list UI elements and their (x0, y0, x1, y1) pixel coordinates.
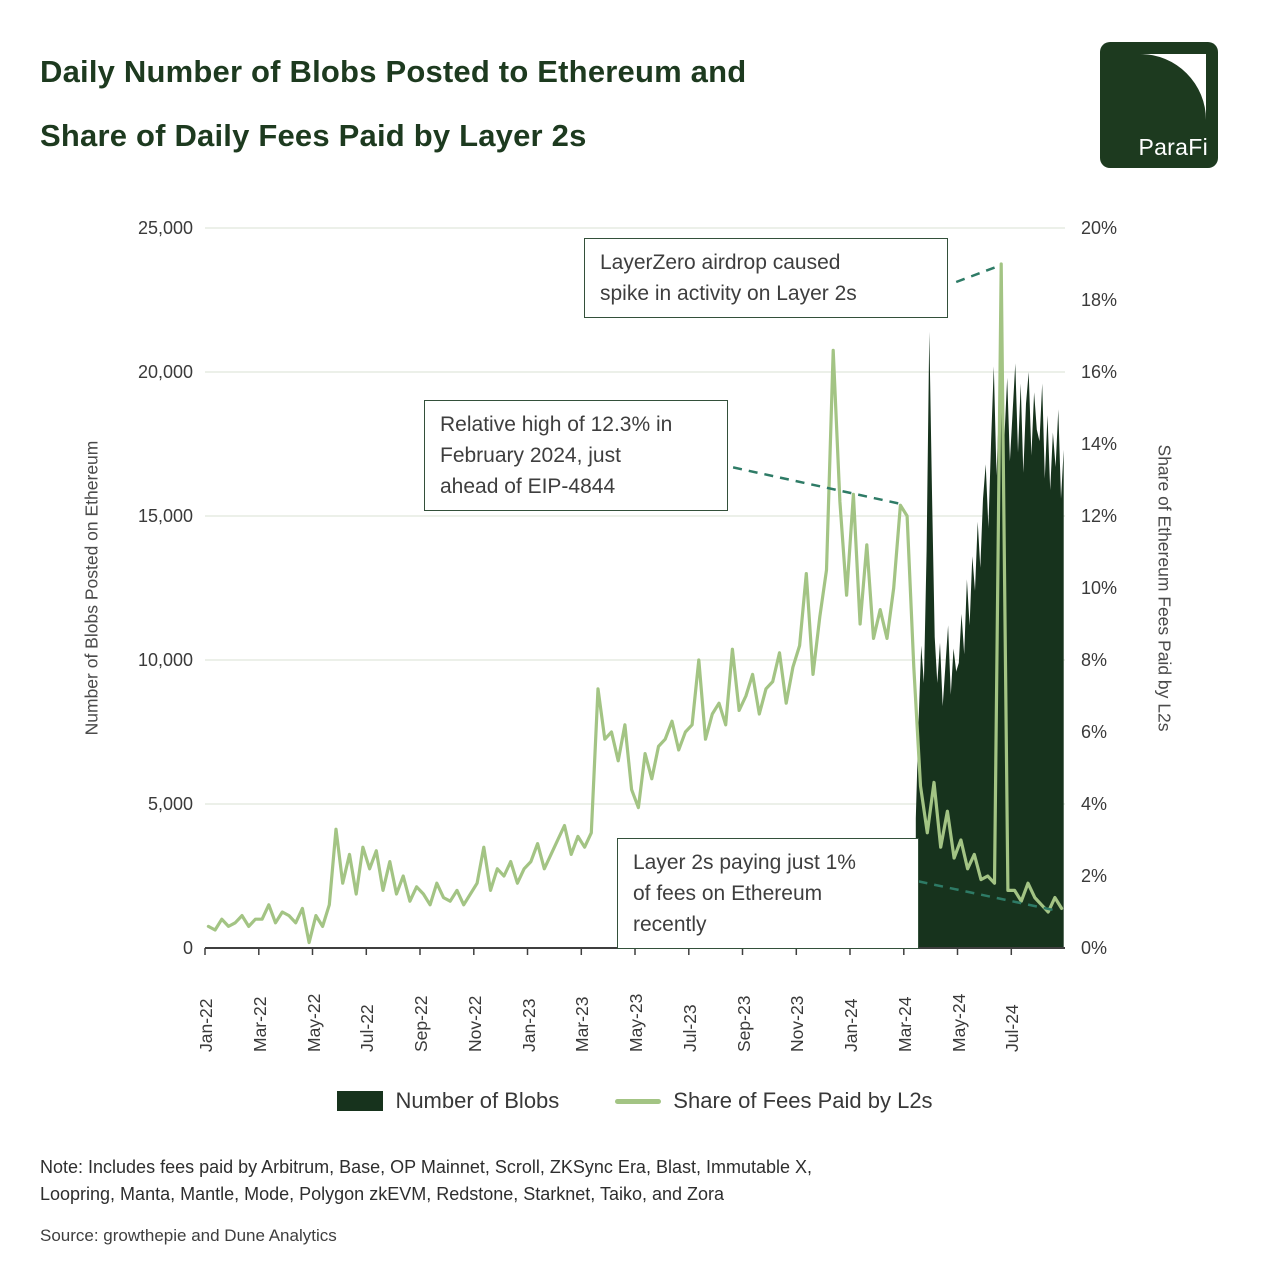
x-axis-tick-label: Nov-22 (464, 995, 485, 1052)
x-axis-tick-label: Jan-23 (518, 998, 539, 1052)
legend-label: Number of Blobs (395, 1088, 560, 1113)
annotation-recent-fees-line3: recently (633, 913, 707, 936)
right-axis-tick-label: 8% (1081, 650, 1108, 670)
fee-share-line-series (206, 262, 1064, 945)
annotation-relative-high: Relative high of 12.3% in February 2024,… (424, 400, 728, 511)
annotation-relative-high-line1: Relative high of 12.3% in (440, 413, 673, 436)
x-axis-tick-label: Mar-23 (572, 996, 593, 1052)
x-axis-tick-label: May-22 (303, 993, 324, 1052)
blobs-area-series (915, 331, 1064, 948)
annotation-layerzero-line2: spike in activity on Layer 2s (600, 282, 857, 305)
right-axis-tick-label: 18% (1081, 290, 1118, 310)
x-axis-tick-label: May-23 (626, 993, 646, 1052)
legend-item: Share of Fees Paid by L2s (615, 1088, 933, 1114)
right-axis-tick-label: 12% (1081, 506, 1118, 526)
left-axis-tick-label: 25,000 (137, 218, 193, 238)
annotation-pointer-line (955, 264, 1000, 284)
legend-label: Share of Fees Paid by L2s (673, 1088, 933, 1113)
right-axis-tick-label: 20% (1081, 218, 1118, 238)
x-axis-tick-label: Jul-24 (1002, 1004, 1023, 1052)
annotation-layerzero-line1: LayerZero airdrop caused (600, 251, 841, 274)
right-axis-tick-label: 14% (1081, 434, 1118, 454)
annotation-relative-high-line2: February 2024, just (440, 444, 621, 467)
left-axis-title: Number of Blobs Posted on Ethereum (81, 440, 102, 736)
chart-plot-area (204, 227, 1065, 955)
legend-item: Number of Blobs (337, 1088, 559, 1114)
footnote-line2: Loopring, Manta, Mantle, Mode, Polygon z… (40, 1184, 725, 1204)
right-axis-tick-label: 16% (1081, 362, 1118, 382)
footnote: Note: Includes fees paid by Arbitrum, Ba… (40, 1154, 812, 1208)
right-axis-tick-label: 4% (1081, 794, 1108, 814)
x-axis-tick-label: Jul-22 (357, 1004, 378, 1052)
source-credit: Source: growthepie and Dune Analytics (40, 1226, 337, 1245)
x-axis-tick-label: Sep-22 (411, 995, 431, 1052)
annotation-recent-fees-line2: of fees on Ethereum (633, 882, 823, 905)
x-axis-tick-label: Nov-23 (787, 995, 808, 1052)
right-axis-tick-label: 2% (1081, 866, 1108, 886)
annotation-recent-fees-line1: Layer 2s paying just 1% (633, 851, 856, 874)
x-axis-tick-label: Jan-22 (196, 998, 216, 1052)
page-title-line2: Share of Daily Fees Paid by Layer 2s (40, 118, 587, 153)
left-axis-tick-label: 0 (182, 938, 193, 958)
right-axis-title: Share of Ethereum Fees Paid by L2s (1154, 444, 1175, 732)
right-axis-tick-label: 6% (1081, 722, 1108, 742)
x-axis-tick-label: May-24 (948, 993, 969, 1052)
annotation-recent-fees: Layer 2s paying just 1% of fees on Ether… (617, 838, 919, 949)
annotation-pointer-line (918, 880, 1055, 912)
legend-swatch-fee-line (615, 1098, 662, 1104)
left-axis-tick-label: 10,000 (137, 650, 193, 670)
right-axis-tick-label: 10% (1081, 578, 1118, 598)
page-title: Daily Number of Blobs Posted to Ethereum… (40, 40, 746, 168)
x-axis-tick-label: Mar-24 (894, 996, 915, 1052)
chart-legend: Number of Blobs Share of Fees Paid by L2s (205, 1088, 1065, 1114)
x-axis-tick-label: Jan-24 (841, 998, 861, 1052)
parafi-logo: ParaFi (1100, 42, 1218, 168)
annotation-pointer-line (732, 466, 899, 505)
parafi-logo-mark-icon (1140, 54, 1206, 120)
parafi-logo-text: ParaFi (1138, 134, 1208, 160)
left-axis-tick-label: 20,000 (137, 362, 193, 382)
x-axis-tick-label: Jul-23 (679, 1004, 700, 1052)
left-axis-tick-label: 15,000 (137, 506, 193, 526)
left-axis-tick-label: 5,000 (147, 794, 193, 814)
footnote-line1: Note: Includes fees paid by Arbitrum, Ba… (40, 1157, 813, 1177)
x-axis-tick-label: Sep-23 (733, 995, 754, 1052)
annotation-relative-high-line3: ahead of EIP-4844 (440, 475, 616, 498)
right-axis-tick-label: 0% (1081, 938, 1108, 958)
page-title-line1: Daily Number of Blobs Posted to Ethereum… (40, 54, 747, 89)
annotation-layerzero: LayerZero airdrop caused spike in activi… (584, 238, 948, 318)
legend-swatch-blobs (337, 1091, 384, 1111)
x-axis-tick-label: Mar-22 (249, 996, 270, 1052)
